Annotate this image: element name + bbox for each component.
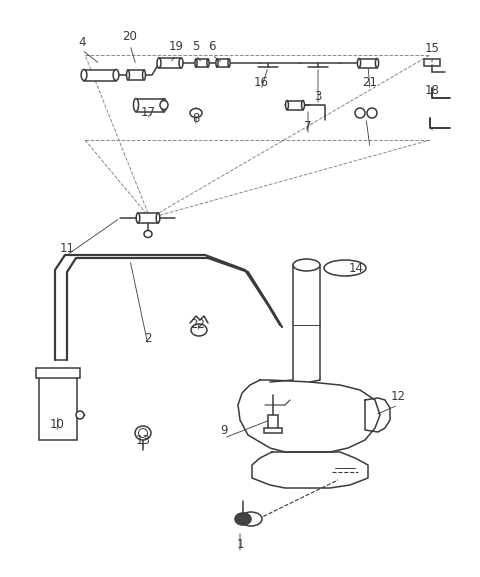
Ellipse shape (301, 100, 304, 110)
Text: 1: 1 (236, 538, 244, 552)
Text: 16: 16 (253, 76, 268, 88)
Bar (36, 368, 80, 378)
Text: 6: 6 (208, 40, 216, 54)
Bar (196, 59, 208, 67)
Ellipse shape (127, 70, 130, 80)
Bar (159, 58, 181, 68)
Ellipse shape (367, 108, 377, 118)
Ellipse shape (143, 70, 145, 80)
Ellipse shape (191, 324, 207, 336)
Bar (128, 70, 144, 80)
Text: 21: 21 (362, 76, 377, 88)
Text: 9: 9 (220, 424, 228, 436)
Ellipse shape (228, 59, 230, 67)
Ellipse shape (76, 411, 84, 419)
Text: 5: 5 (192, 40, 200, 54)
Ellipse shape (113, 69, 119, 81)
Polygon shape (238, 380, 380, 452)
Polygon shape (365, 398, 390, 432)
Ellipse shape (240, 512, 262, 526)
Text: 15: 15 (425, 42, 439, 54)
Bar (217, 59, 229, 67)
Text: 20: 20 (122, 31, 137, 43)
Text: 22: 22 (191, 319, 205, 332)
Text: 7: 7 (304, 121, 312, 133)
Text: 17: 17 (141, 106, 156, 118)
Ellipse shape (355, 108, 365, 118)
Ellipse shape (156, 213, 160, 223)
Bar (264, 428, 282, 433)
Bar (359, 58, 377, 68)
Bar (138, 213, 158, 223)
Bar (287, 100, 303, 110)
Ellipse shape (235, 513, 251, 525)
Ellipse shape (324, 260, 366, 276)
Ellipse shape (375, 58, 379, 68)
Bar (268, 415, 278, 429)
Polygon shape (252, 452, 368, 488)
Ellipse shape (81, 69, 87, 81)
Ellipse shape (139, 429, 147, 437)
Ellipse shape (161, 99, 167, 111)
Ellipse shape (144, 230, 152, 238)
Text: 4: 4 (78, 36, 86, 48)
Ellipse shape (286, 100, 288, 110)
Ellipse shape (216, 59, 218, 67)
Text: 12: 12 (391, 391, 406, 403)
Text: 8: 8 (192, 111, 200, 125)
Text: 13: 13 (135, 433, 150, 447)
Ellipse shape (293, 259, 320, 271)
Bar (39, 370, 77, 440)
Text: 18: 18 (425, 84, 439, 96)
Ellipse shape (136, 213, 140, 223)
Ellipse shape (157, 58, 161, 68)
Text: 11: 11 (60, 242, 74, 254)
Ellipse shape (358, 58, 360, 68)
Bar (136, 99, 164, 111)
Bar (84, 69, 116, 81)
Text: 3: 3 (314, 91, 322, 103)
Ellipse shape (179, 58, 183, 68)
Bar (424, 58, 440, 66)
Text: 2: 2 (144, 332, 152, 344)
Ellipse shape (133, 99, 139, 111)
Ellipse shape (135, 426, 151, 440)
Ellipse shape (207, 59, 209, 67)
Text: 19: 19 (168, 40, 183, 54)
Ellipse shape (190, 108, 202, 118)
Ellipse shape (160, 100, 168, 110)
Text: 10: 10 (49, 418, 64, 432)
Text: 14: 14 (348, 261, 363, 275)
Ellipse shape (195, 59, 197, 67)
